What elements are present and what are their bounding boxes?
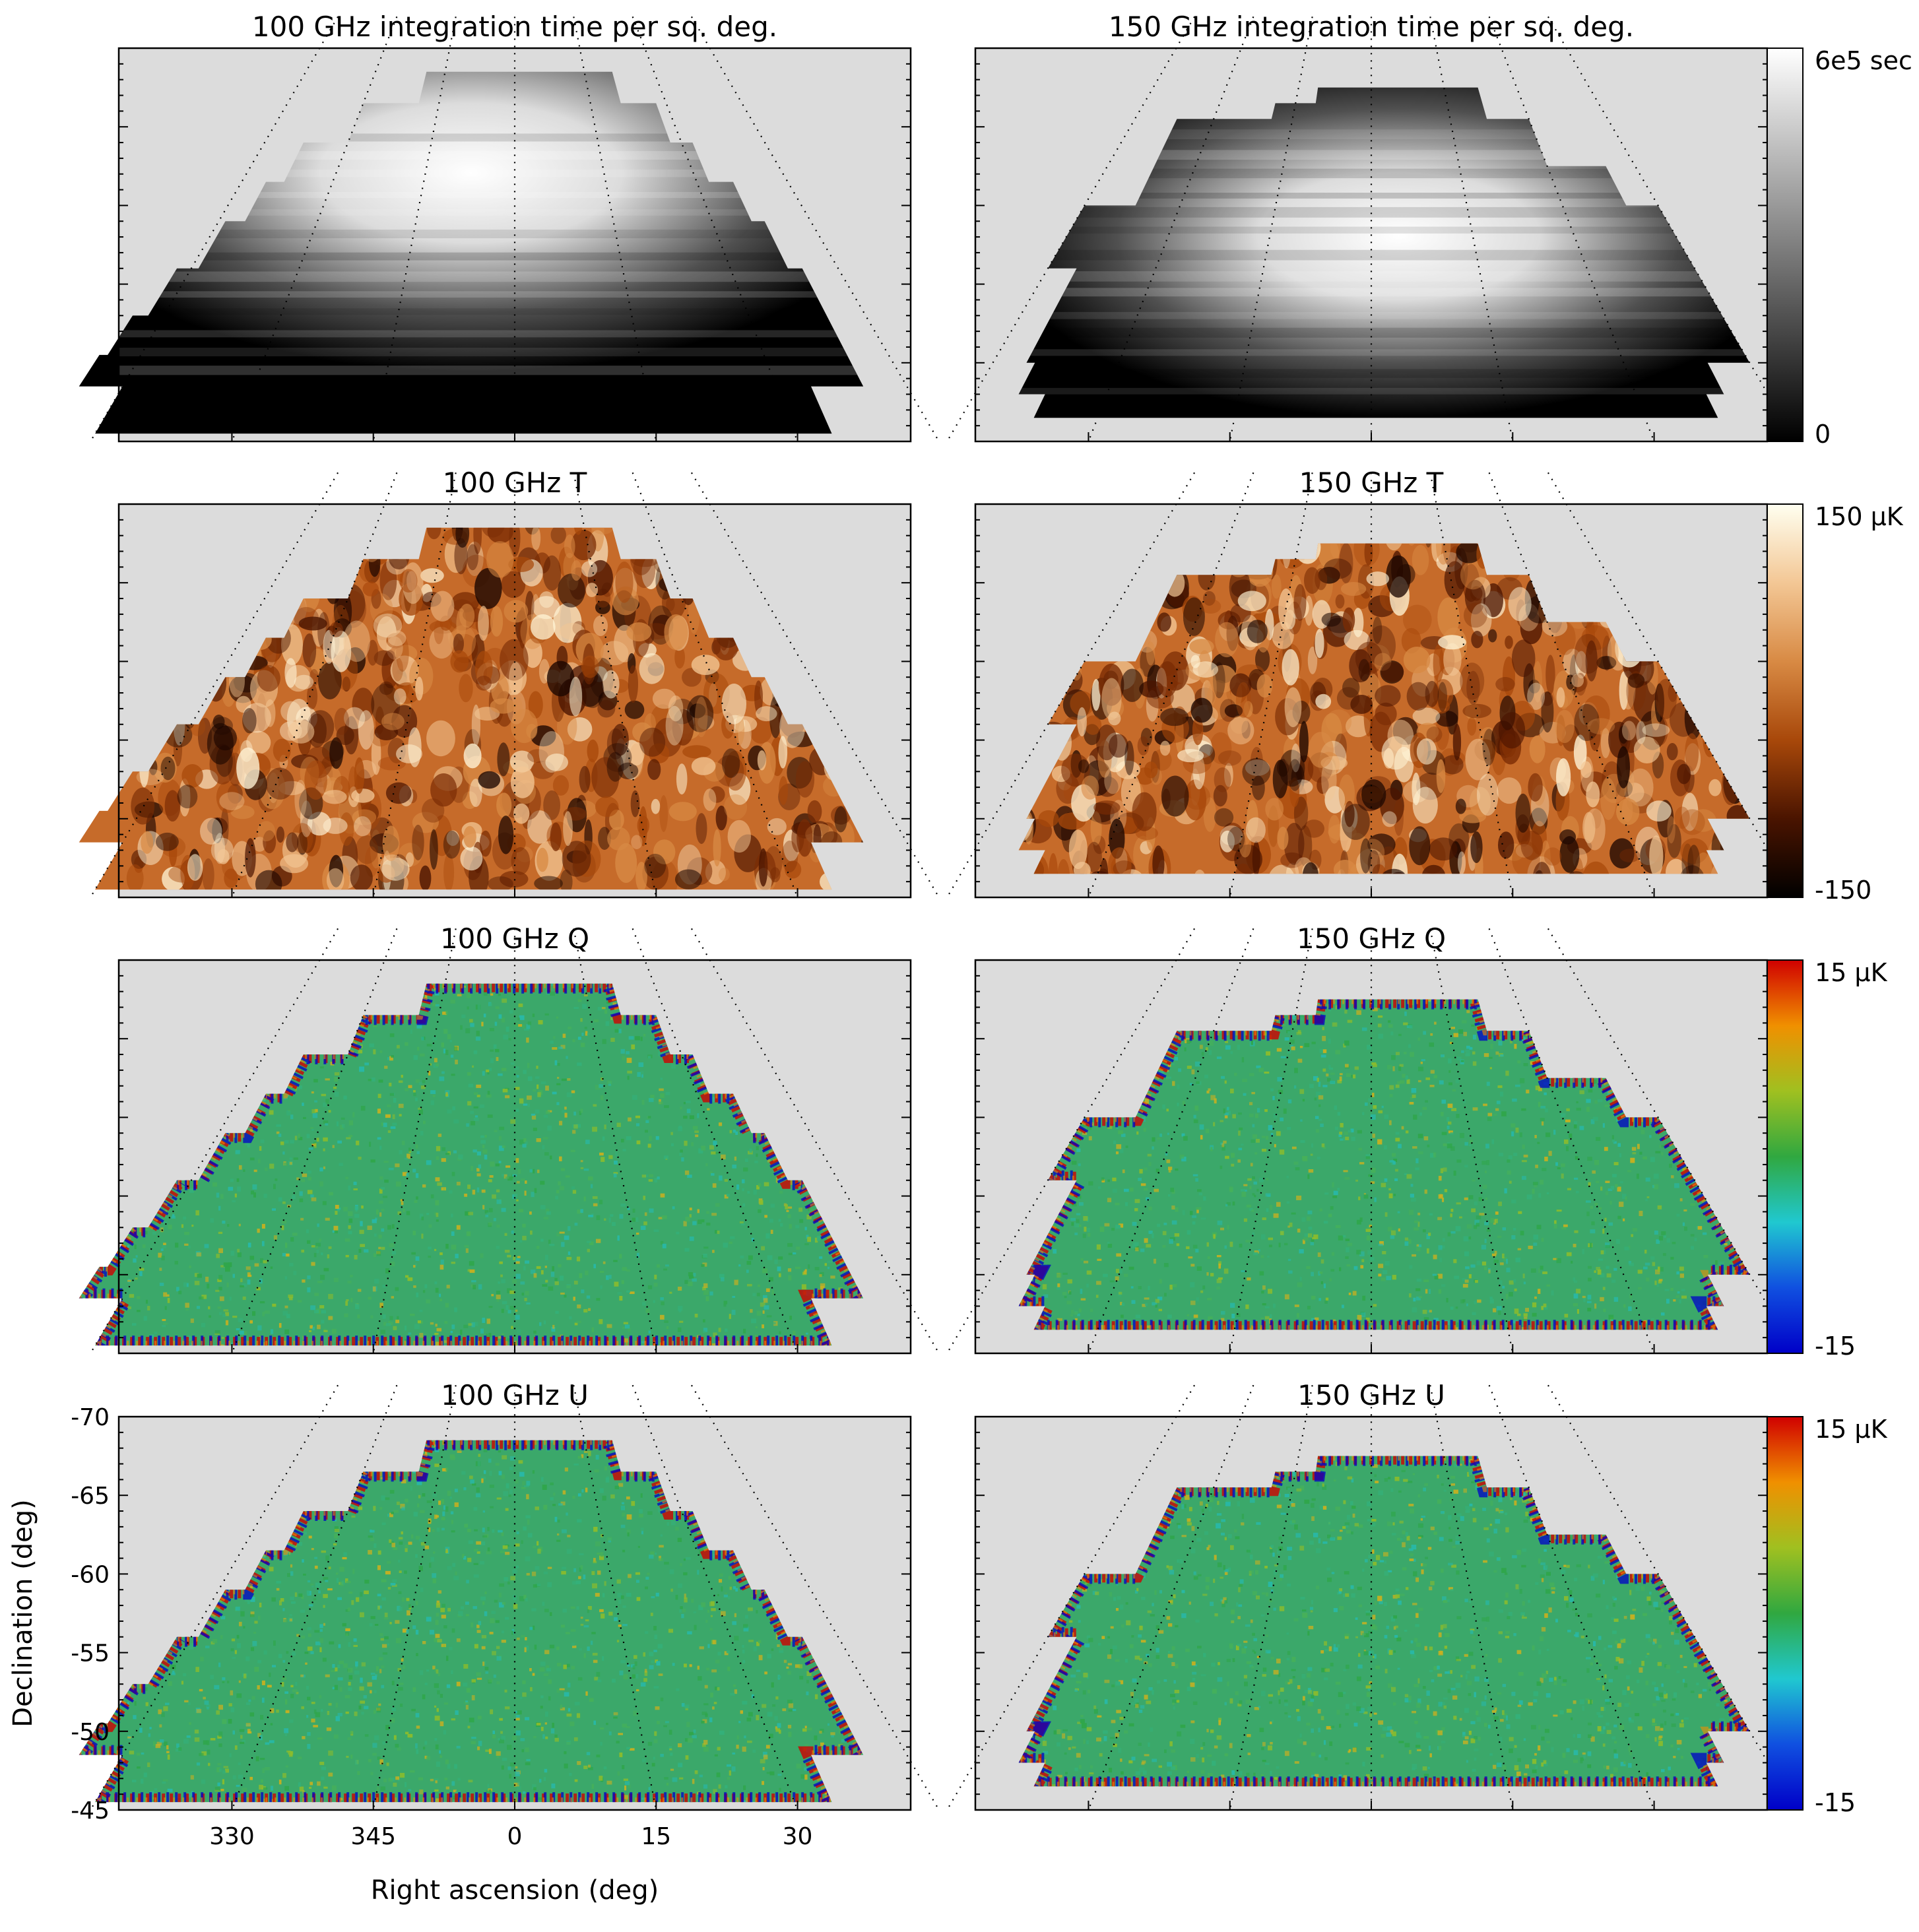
y-tick-label: -50	[71, 1719, 110, 1746]
map-panel: 150 GHz integration time per sq. deg.	[946, 11, 1796, 443]
x-tick-label: 15	[641, 1823, 671, 1850]
colorbar-max-label: 6e5 sec	[1815, 46, 1912, 75]
map-panel: 150 GHz Q	[946, 922, 1796, 1355]
panel-frame	[117, 1415, 912, 1811]
panel-title: 100 GHz U	[441, 1379, 589, 1411]
map-panel: 150 GHz U	[946, 1379, 1796, 1811]
y-axis-label: Declination (deg)	[8, 1499, 38, 1727]
panel-frame	[117, 503, 912, 899]
colorbar-max-label: 15 μK	[1815, 958, 1888, 987]
y-tick-label: -65	[71, 1483, 110, 1510]
map-panel: 150 GHz T	[946, 467, 1796, 899]
y-tick-label: -55	[71, 1640, 110, 1667]
x-axis-label: Right ascension (deg)	[371, 1875, 659, 1906]
x-tick-label: 0	[507, 1823, 523, 1850]
colorbar: 15 μK -15	[1767, 1415, 1888, 1817]
panel-title: 100 GHz integration time per sq. deg.	[252, 11, 777, 43]
colorbar-gradient	[1767, 959, 1804, 1354]
y-tick-label: -60	[71, 1561, 110, 1588]
map-panel: 100 GHz T	[79, 467, 940, 899]
colorbar-gradient	[1767, 48, 1804, 442]
colorbar: 150 μK -150	[1767, 502, 1904, 905]
x-tick-label: 330	[209, 1823, 255, 1850]
y-tick-label: -70	[71, 1404, 110, 1431]
panel-title: 100 GHz Q	[440, 922, 589, 955]
y-tick-label: -45	[71, 1797, 110, 1824]
colorbar-min-label: -150	[1815, 876, 1871, 905]
panel-frame	[117, 47, 912, 443]
colorbar-min-label: -15	[1815, 1332, 1856, 1361]
colorbar-min-label: -15	[1815, 1788, 1856, 1817]
colorbar-gradient	[1767, 503, 1804, 898]
panel-title: 100 GHz T	[443, 467, 587, 499]
colorbar: 15 μK -15	[1767, 958, 1888, 1361]
colorbar-min-label: 0	[1815, 420, 1831, 449]
colorbar-max-label: 15 μK	[1815, 1415, 1888, 1444]
colorbar: 6e5 sec 0	[1767, 46, 1912, 449]
panel-title: 150 GHz T	[1299, 467, 1444, 499]
map-panel: 100 GHz Q	[79, 922, 940, 1355]
colorbar-max-label: 150 μK	[1815, 502, 1904, 531]
map-panel: 100 GHz U -70 -65 -60 -55 -50 -45 330 345 0 15 30	[71, 1379, 940, 1850]
polarization-map	[79, 983, 864, 1346]
panel-frame	[117, 959, 912, 1355]
polarization-map	[79, 1440, 864, 1803]
panel-title: 150 GHz Q	[1297, 922, 1446, 955]
integration-time-map	[79, 71, 864, 434]
x-tick-label: 345	[350, 1823, 396, 1850]
x-tick-label: 30	[783, 1823, 813, 1850]
map-panel: 100 GHz integration time per sq. deg.	[79, 11, 940, 443]
integration-time-map	[1018, 87, 1750, 418]
panel-title: 150 GHz U	[1297, 1379, 1445, 1411]
panel-title: 150 GHz integration time per sq. deg.	[1109, 11, 1634, 43]
colorbar-gradient	[1767, 1416, 1804, 1811]
map-texture	[79, 1440, 864, 1803]
